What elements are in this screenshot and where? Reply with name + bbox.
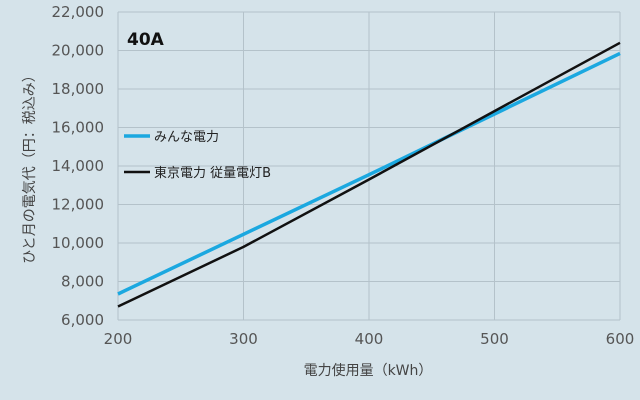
x-tick-label: 500 <box>480 330 509 348</box>
y-tick-label: 10,000 <box>52 234 105 252</box>
x-axis-title: 電力使用量（kWh） <box>304 362 433 379</box>
y-tick-label: 12,000 <box>52 196 105 214</box>
legend-label-1: みんな電力 <box>154 130 219 145</box>
x-tick-label: 400 <box>355 330 384 348</box>
tick-labels: 200 300 400 500 600 6,000 8,000 10,000 12,000 14,… <box>52 3 635 348</box>
y-tick-label: 20,000 <box>52 42 105 60</box>
y-tick-label: 16,000 <box>52 119 105 137</box>
grid <box>117 11 621 321</box>
chart-title: 40A <box>127 30 165 50</box>
y-axis-title: ひと月の電気代（円：税込み） <box>22 68 38 264</box>
y-tick-label: 18,000 <box>52 80 105 98</box>
legend-label-2: 東京電力 従量電灯B <box>154 165 271 181</box>
x-tick-label: 200 <box>104 330 133 348</box>
series-line-1 <box>117 51 621 296</box>
series-lines <box>117 41 621 308</box>
series-line-2 <box>117 41 621 308</box>
y-tick-label: 8,000 <box>61 273 104 291</box>
y-tick-label: 6,000 <box>61 311 104 329</box>
x-tick-label: 300 <box>229 330 258 348</box>
x-tick-label: 600 <box>606 330 635 348</box>
y-tick-label: 14,000 <box>52 157 105 175</box>
y-tick-label: 22,000 <box>52 3 105 21</box>
